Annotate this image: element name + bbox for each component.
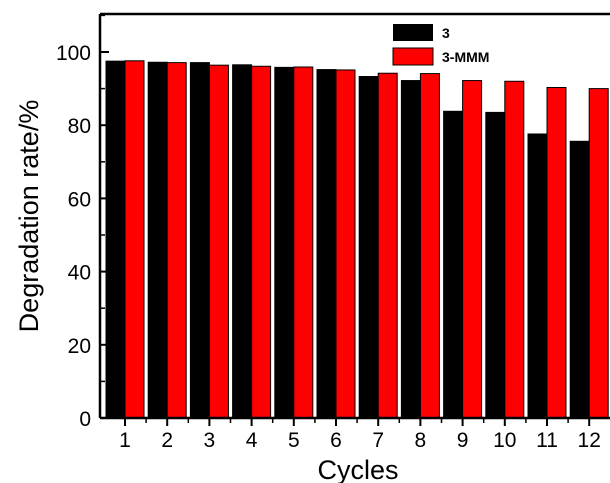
- bar-series-1-cycle-8: [400, 80, 421, 419]
- x-ticks-group: 1 2 3 4 5 6 7 8 9 10 11 12: [119, 418, 601, 452]
- bar-series-2-cycle-5: [293, 66, 314, 419]
- y-tick-label: 60: [68, 188, 91, 211]
- legend-label-series-2: 3-MMM: [442, 49, 489, 65]
- y-tick-label: 100: [56, 42, 91, 65]
- bar-series-2-cycle-6: [335, 69, 356, 419]
- legend: 3 3-MMM: [392, 24, 489, 66]
- y-tick-label: 80: [68, 115, 91, 138]
- x-tick-label: 2: [161, 429, 173, 452]
- bar-series-2-cycle-12: [588, 88, 609, 419]
- x-tick-label: 4: [246, 429, 258, 452]
- bar-series-1-cycle-6: [316, 69, 337, 419]
- x-tick-label: 5: [288, 429, 300, 452]
- bar-series-2-cycle-7: [377, 72, 398, 419]
- bar-series-2-cycle-1: [124, 60, 145, 419]
- bar-series-2-cycle-8: [419, 73, 440, 419]
- x-tick-label: 1: [119, 429, 131, 452]
- bar-series-1-cycle-2: [147, 61, 168, 419]
- bar-series-2-cycle-10: [504, 80, 525, 419]
- bar-series-2-cycle-11: [546, 87, 567, 419]
- bar-series-2-cycle-3: [208, 64, 229, 419]
- bar-series-2-cycle-9: [462, 80, 483, 419]
- bar-series-1-cycle-3: [189, 62, 210, 419]
- axes-group: [98, 12, 610, 420]
- legend-swatch-series-2: [392, 47, 434, 66]
- bar-series-2-cycle-2: [166, 62, 187, 419]
- bar-series-1-cycle-5: [274, 66, 295, 419]
- bar-series-1-cycle-7: [358, 76, 379, 419]
- y-axis-title: Degradation rate/%: [14, 100, 44, 333]
- x-tick-label: 3: [204, 429, 216, 452]
- bar-series-1-cycle-4: [232, 64, 253, 419]
- x-tick-label: 7: [372, 429, 384, 452]
- bars-group: [105, 60, 609, 419]
- bar-series-1-cycle-11: [527, 133, 548, 419]
- legend-label-series-1: 3: [442, 25, 450, 41]
- x-tick-label: 8: [415, 429, 427, 452]
- y-tick-label: 0: [79, 408, 91, 431]
- legend-swatch-series-1: [393, 24, 433, 41]
- x-tick-label: 6: [330, 429, 342, 452]
- bar-series-2-cycle-4: [251, 65, 272, 419]
- x-tick-label: 10: [493, 429, 516, 452]
- bar-series-1-cycle-10: [485, 111, 506, 419]
- bar-series-1-cycle-1: [105, 60, 126, 419]
- x-tick-label: 11: [536, 429, 558, 452]
- bar-series-1-cycle-12: [569, 140, 590, 419]
- x-axis-title: Cycles: [317, 455, 398, 483]
- y-ticks-group: 0 20 40 60 80 100: [56, 14, 109, 431]
- y-tick-label: 40: [68, 262, 91, 285]
- x-tick-label: 9: [457, 429, 469, 452]
- bar-series-1-cycle-9: [443, 110, 464, 419]
- y-tick-label: 20: [68, 335, 91, 358]
- x-tick-label: 12: [578, 429, 601, 452]
